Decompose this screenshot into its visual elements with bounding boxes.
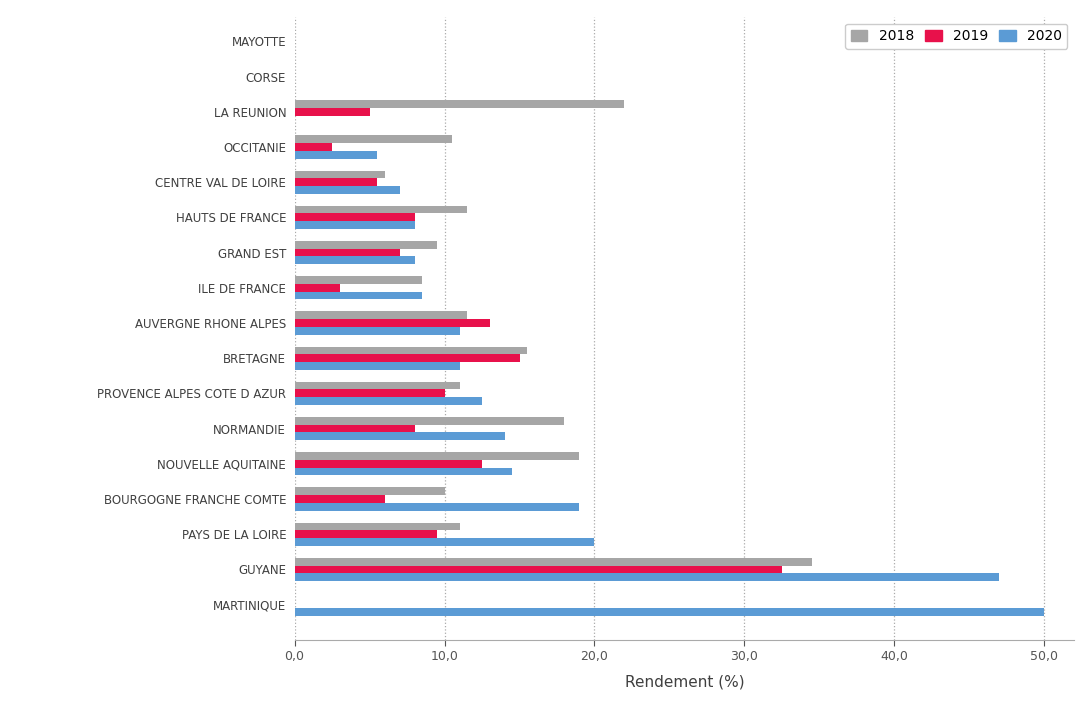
Bar [295,143,332,151]
Bar [295,319,490,327]
Bar [295,221,415,229]
Bar [295,186,399,193]
Bar [295,609,1044,616]
Bar [295,213,415,221]
Bar [295,538,595,546]
Bar [295,241,437,249]
Bar [295,108,370,116]
Bar [295,327,459,335]
Bar [295,397,482,405]
Bar [295,573,999,581]
Bar [295,460,482,467]
Bar [295,171,384,178]
Bar [295,558,812,566]
Bar [295,256,415,264]
Bar [295,249,399,256]
Bar [295,100,624,108]
Bar [295,382,459,390]
Bar [295,276,422,284]
Bar [295,136,452,143]
Bar [295,205,467,213]
Bar [295,530,437,538]
Bar [295,362,459,370]
Bar [295,467,512,475]
Legend: 2018, 2019, 2020: 2018, 2019, 2020 [846,23,1067,49]
Bar [295,284,339,292]
Bar [295,503,579,510]
Bar [295,566,782,573]
Bar [295,425,415,433]
Bar [295,487,444,495]
Bar [295,495,384,503]
Bar [295,178,377,186]
Bar [295,522,459,530]
Bar [295,151,377,159]
Bar [295,390,444,397]
Bar [295,417,564,425]
Bar [295,354,519,362]
Bar [295,292,422,299]
Bar [295,347,527,354]
Bar [295,433,504,440]
Bar [295,452,579,460]
Bar [295,311,467,319]
X-axis label: Rendement (%): Rendement (%) [625,674,744,689]
